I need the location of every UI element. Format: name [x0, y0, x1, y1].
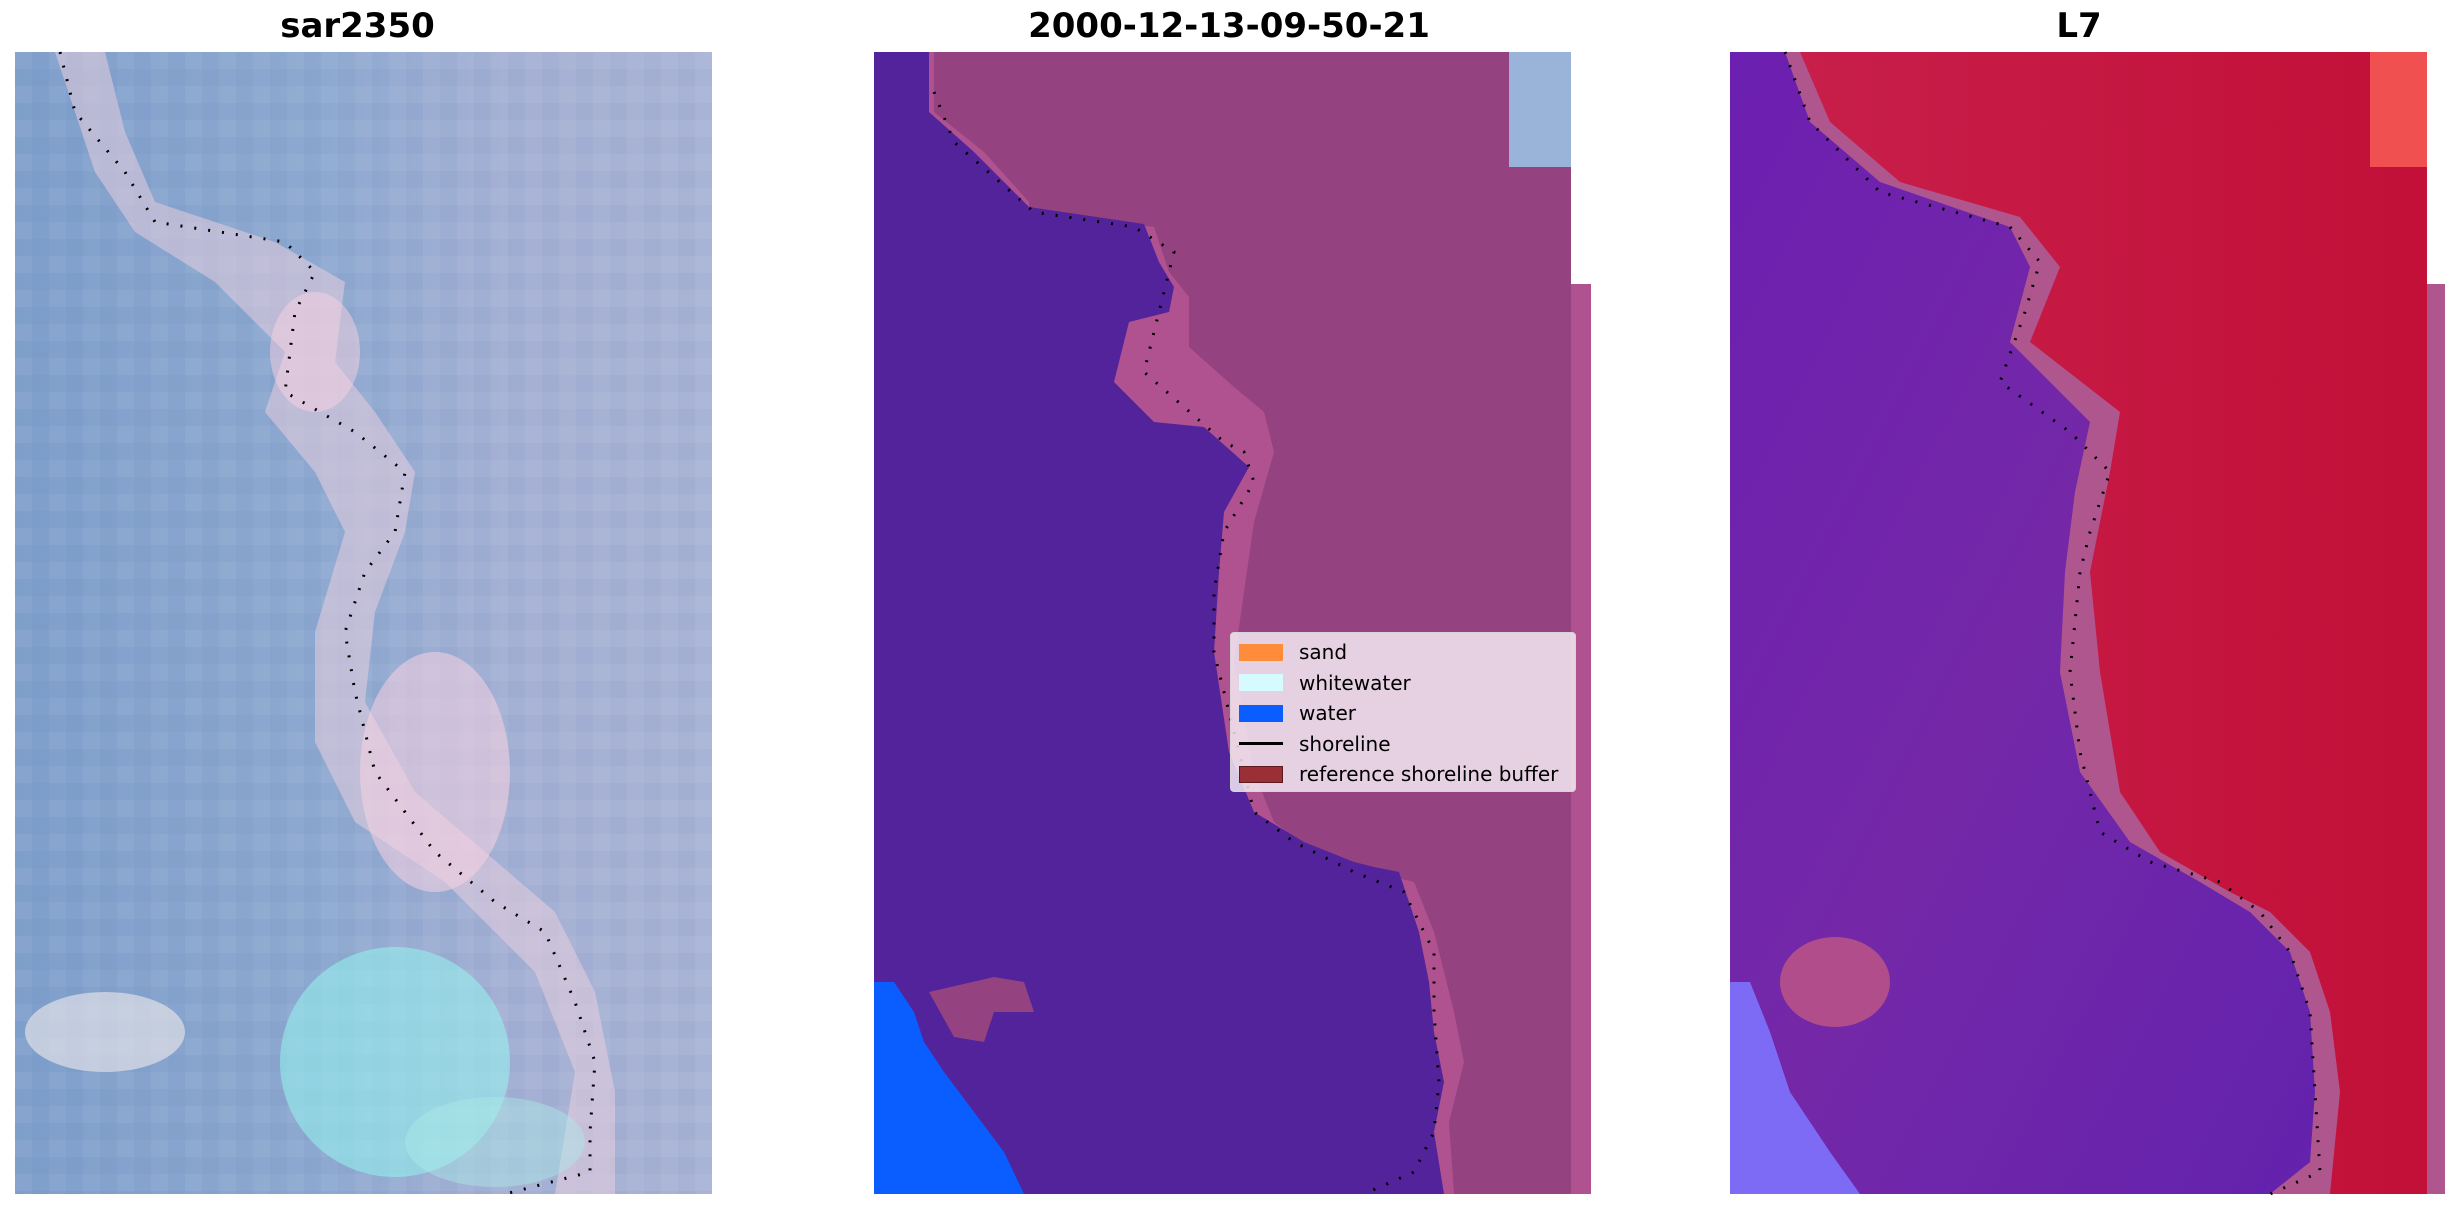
legend-item-buffer: reference shoreline buffer [1231, 759, 1575, 790]
legend-item-whitewater: whitewater [1231, 668, 1575, 699]
shoreline-line-classification [932, 91, 1441, 1196]
legend-swatch-sand [1239, 643, 1283, 661]
classification-panel [874, 52, 1591, 1196]
legend-label-whitewater: whitewater [1299, 670, 1411, 695]
legend-label-buffer: reference shoreline buffer [1299, 762, 1559, 787]
l7-image [1730, 51, 2445, 1196]
legend-label-shoreline: shoreline [1299, 731, 1391, 756]
classification-image [874, 52, 1591, 1196]
legend-item-water: water [1231, 698, 1575, 729]
panel-title-l7: L7 [2056, 6, 2102, 46]
legend-item-sand: sand [1231, 637, 1575, 668]
sar-image [15, 51, 712, 1196]
sar-image-panel [15, 51, 712, 1196]
legend-label-sand: sand [1299, 640, 1348, 665]
legend-swatch-water [1239, 704, 1283, 722]
legend-swatch-whitewater [1239, 674, 1283, 692]
legend-item-shoreline: shoreline [1231, 729, 1575, 760]
l7-panel [1730, 51, 2445, 1196]
panel-title-date: 2000-12-13-09-50-21 [1028, 6, 1430, 46]
panel-title-sar: sar2350 [280, 6, 435, 46]
legend-label-water: water [1299, 701, 1356, 726]
legend-swatch-buffer [1239, 765, 1283, 783]
legend-line-shoreline [1239, 742, 1283, 746]
legend: sand whitewater water shoreline referenc… [1230, 632, 1576, 792]
